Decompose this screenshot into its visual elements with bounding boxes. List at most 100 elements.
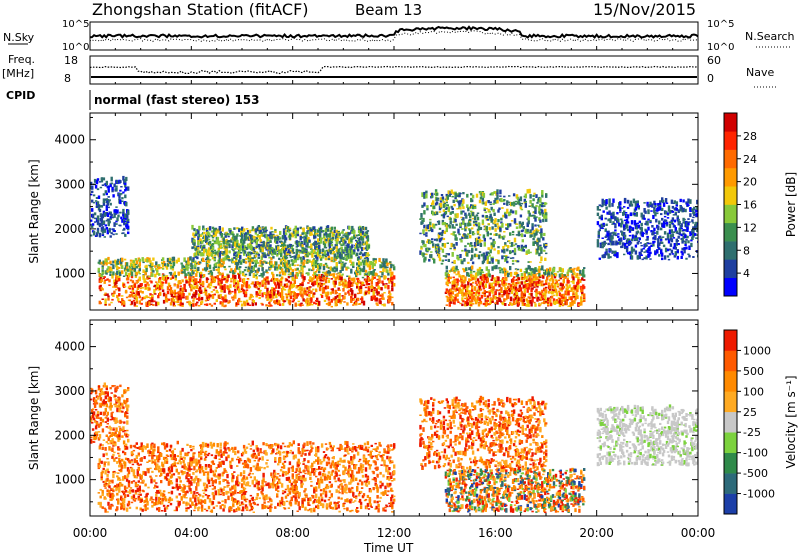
power-cell [133, 282, 137, 285]
power-cell [319, 249, 322, 254]
power-cell [574, 286, 577, 290]
power-cell [528, 292, 531, 296]
power-cell [482, 302, 486, 306]
power-cell [126, 268, 130, 271]
power-cell [477, 301, 481, 304]
power-cell [644, 210, 647, 214]
power-cell [612, 198, 615, 203]
power-cell [264, 282, 267, 286]
power-cell [252, 267, 255, 271]
power-cell [571, 302, 574, 305]
power-cell [176, 298, 179, 304]
power-cell [666, 236, 670, 239]
power-cell [242, 247, 245, 252]
power-cell [256, 261, 259, 264]
power-cell [675, 242, 678, 246]
power-cell [194, 293, 197, 298]
power-cell [197, 235, 200, 241]
power-cell [204, 289, 208, 293]
power-cell [207, 283, 211, 287]
power-cell [437, 249, 441, 253]
power-cell [288, 254, 292, 257]
power-cell [103, 276, 106, 278]
power-cell [111, 298, 114, 301]
power-cell [242, 242, 245, 247]
power-cell [363, 257, 367, 260]
power-cell [343, 295, 346, 300]
power-cell [127, 221, 130, 223]
power-cell [200, 290, 203, 294]
power-cell [455, 265, 458, 270]
power-cell [329, 248, 333, 252]
power-cell [210, 271, 214, 276]
power-cell [239, 300, 243, 303]
power-cell [612, 240, 615, 246]
power-cell [238, 229, 241, 233]
power-cell [159, 287, 162, 291]
power-cell [166, 290, 170, 295]
power-cell [340, 237, 343, 242]
power-cell [456, 193, 459, 198]
power-cell [202, 251, 205, 255]
power-cell [91, 186, 94, 190]
power-cell [101, 213, 105, 219]
power-cell [250, 246, 254, 251]
power-cell [314, 229, 317, 233]
power-cell [232, 299, 235, 301]
power-cell [223, 289, 226, 293]
power-cell [198, 233, 201, 238]
power-cell [172, 298, 176, 302]
power-cell [528, 265, 531, 270]
power-cell [371, 295, 374, 300]
power-cell [202, 225, 205, 231]
power-cell [318, 282, 322, 286]
power-cell [359, 256, 363, 259]
power-cell [550, 283, 554, 287]
power-cell [506, 290, 509, 294]
power-cell [509, 271, 513, 274]
power-cell [228, 243, 231, 249]
nsearch-series [89, 30, 699, 43]
power-cell [434, 196, 438, 202]
power-cell [261, 247, 264, 252]
power-cell [120, 186, 123, 188]
power-cell [444, 255, 448, 258]
power-cell [192, 299, 195, 302]
power-cell [268, 290, 271, 293]
power-cell [473, 286, 477, 291]
power-cell [151, 298, 154, 303]
power-cell [468, 267, 471, 271]
power-cell [216, 275, 219, 278]
power-cell [298, 270, 301, 274]
power-cell [455, 273, 458, 276]
power-cell [234, 292, 237, 297]
power-cell [337, 248, 340, 254]
power-cell [358, 303, 362, 305]
power-cell [525, 271, 528, 274]
power-cell [454, 195, 457, 200]
power-cell [183, 269, 186, 274]
power-cell [355, 302, 358, 306]
power-cell [96, 188, 100, 191]
power-cell [523, 288, 526, 293]
power-cell [518, 281, 522, 284]
power-cell [303, 238, 306, 243]
power-cell [628, 203, 632, 207]
power-cell [438, 211, 442, 213]
power-cell [225, 299, 228, 303]
power-cell [158, 266, 161, 270]
power-cell [330, 299, 333, 303]
power-cell [244, 293, 248, 298]
power-cell [671, 253, 675, 255]
power-cell [129, 259, 133, 262]
power-cell [359, 251, 363, 254]
power-cell [154, 284, 157, 288]
power-cell [367, 243, 371, 247]
power-cell [288, 301, 292, 306]
power-cell [267, 280, 270, 285]
power-cell [448, 194, 451, 197]
power-cell [127, 209, 130, 212]
power-cell [676, 250, 679, 253]
power-cell [562, 303, 565, 306]
power-cell [501, 293, 504, 298]
